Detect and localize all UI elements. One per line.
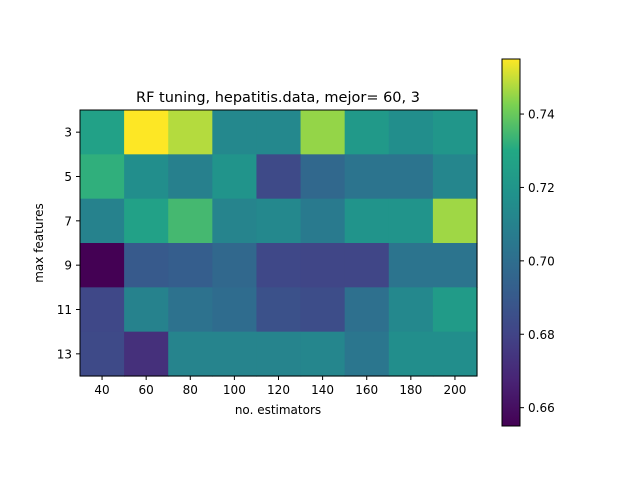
heatmap-cell: [344, 110, 390, 155]
x-tick-label: 180: [399, 383, 422, 397]
heatmap-cell: [300, 154, 346, 200]
y-tick-label: 11: [57, 303, 72, 317]
heatmap-cell: [124, 287, 169, 333]
heatmap-cell: [124, 331, 169, 377]
heatmap-cells: [80, 110, 478, 377]
y-tick-label: 7: [64, 214, 72, 228]
heatmap-cell: [212, 198, 258, 244]
heatmap-cell: [344, 287, 390, 333]
heatmap-cell: [124, 154, 169, 200]
heatmap-cell: [300, 243, 346, 288]
heatmap-cell: [168, 198, 213, 244]
colorbar-tick-label: 0.70: [528, 254, 555, 268]
x-axis-label: no. estimators: [235, 403, 321, 417]
chart-title: RF tuning, hepatitis.data, mejor= 60, 3: [136, 90, 420, 106]
heatmap-cell: [388, 154, 434, 200]
x-tick-label: 160: [355, 383, 378, 397]
heatmap-cell: [80, 243, 125, 288]
heatmap-cell: [256, 243, 302, 288]
heatmap-cell: [80, 154, 125, 200]
heatmap-cell: [300, 110, 346, 155]
colorbar-ticks: 0.66 0.68 0.70 0.72 0.74: [520, 108, 555, 415]
heatmap-cell: [124, 243, 169, 288]
colorbar-tick-label: 0.68: [528, 328, 555, 342]
x-tick-label: 80: [183, 383, 198, 397]
heatmap-cell: [80, 110, 125, 155]
y-tick-label: 3: [64, 126, 72, 140]
x-tick-label: 200: [443, 383, 466, 397]
heatmap-cell: [388, 331, 434, 377]
heatmap-cell: [212, 154, 258, 200]
heatmap-cell: [212, 110, 258, 155]
heatmap-cell: [168, 154, 213, 200]
heatmap-cell: [432, 243, 478, 288]
heatmap-cell: [212, 243, 258, 288]
heatmap-cell: [432, 110, 478, 155]
heatmap-cell: [124, 110, 169, 155]
x-tick-label: 140: [311, 383, 334, 397]
heatmap-cell: [168, 287, 213, 333]
heatmap-cell: [256, 331, 302, 377]
heatmap-cell: [256, 287, 302, 333]
heatmap-cell: [300, 198, 346, 244]
heatmap-cell: [80, 331, 125, 377]
heatmap-cell: [388, 198, 434, 244]
heatmap-cell: [300, 287, 346, 333]
heatmap-cell: [80, 198, 125, 244]
heatmap-cell: [256, 154, 302, 200]
colorbar: [501, 58, 521, 427]
y-tick-label: 5: [64, 170, 72, 184]
x-tick-label: 120: [267, 383, 290, 397]
heatmap-cell: [432, 331, 478, 377]
colorbar-tick-label: 0.66: [528, 401, 555, 415]
heatmap-cell: [168, 110, 213, 155]
heatmap-cell: [432, 287, 478, 333]
x-tick-label: 60: [139, 383, 154, 397]
y-axis-label: max features: [32, 203, 46, 283]
heatmap-cell: [388, 110, 434, 155]
heatmap-cell: [124, 198, 169, 244]
y-tick-label: 13: [57, 347, 72, 361]
heatmap-cell: [256, 198, 302, 244]
heatmap-cell: [344, 243, 390, 288]
heatmap-cell: [212, 287, 258, 333]
heatmap-cell: [80, 287, 125, 333]
colorbar-tick-label: 0.74: [528, 108, 555, 122]
heatmap-cell: [344, 331, 390, 377]
heatmap-cell: [388, 243, 434, 288]
colorbar-tick-label: 0.72: [528, 181, 555, 195]
heatmap-cell: [256, 110, 302, 155]
heatmap-cell: [432, 154, 478, 200]
x-axis-ticks: 40 60 80 100 120 140 160 180 200: [94, 376, 466, 397]
heatmap-cell: [344, 198, 390, 244]
heatmap-cell: [344, 154, 390, 200]
x-tick-label: 100: [223, 383, 246, 397]
y-axis-ticks: 3 5 7 9 11 13: [57, 126, 80, 361]
x-tick-label: 40: [94, 383, 109, 397]
heatmap-cell: [300, 331, 346, 377]
y-tick-label: 9: [64, 259, 72, 273]
heatmap-cell: [212, 331, 258, 377]
heatmap-cell: [168, 243, 213, 288]
heatmap-cell: [388, 287, 434, 333]
heatmap-cell: [432, 198, 478, 244]
heatmap-cell: [168, 331, 213, 377]
